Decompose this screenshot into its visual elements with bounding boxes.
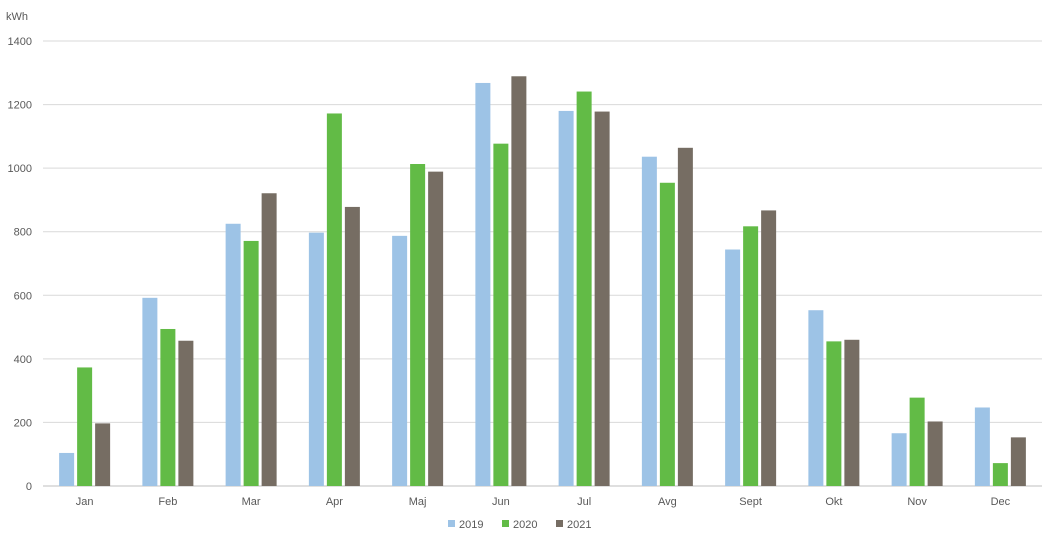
x-tick-label: Jan — [76, 496, 94, 508]
x-tick-label: Nov — [907, 496, 927, 508]
bar-2021-Maj — [428, 171, 444, 486]
bar-2020-Sept — [743, 226, 759, 486]
y-tick-label: 800 — [14, 227, 32, 239]
gridlines — [43, 40, 1042, 487]
y-tick-label: 200 — [14, 417, 32, 429]
x-tick-label: Maj — [409, 496, 427, 508]
x-tick-label: Jul — [577, 496, 591, 508]
y-tick-label: 600 — [14, 290, 32, 302]
bar-2019-Feb — [142, 297, 158, 486]
bar-2021-Dec — [1010, 437, 1026, 486]
bar-2020-Nov — [909, 397, 925, 486]
bar-2019-Jul — [558, 110, 574, 486]
bar-2019-Okt — [808, 310, 824, 486]
y-axis-ticks: 0 200 400 600 800 1000 1200 1400 — [8, 36, 32, 493]
bar-2021-Jul — [594, 111, 610, 487]
bar-2019-Maj — [392, 235, 408, 486]
bar-2021-Feb — [178, 340, 194, 486]
bar-2021-Jan — [95, 423, 111, 486]
bar-2021-Okt — [844, 339, 860, 486]
bar-2019-Apr — [308, 232, 324, 486]
bar-2021-Apr — [344, 206, 360, 486]
bar-2019-Nov — [891, 433, 907, 486]
y-axis-unit: kWh — [6, 11, 28, 23]
y-tick-label: 400 — [14, 354, 32, 366]
x-tick-label: Feb — [158, 496, 177, 508]
bar-2020-Feb — [160, 328, 176, 486]
bar-2021-Sept — [761, 210, 777, 487]
x-axis-ticks: Jan Feb Mar Apr Maj Jun Jul Avg Sept Okt Nov Dec — [76, 496, 1011, 508]
bar-2021-Mar — [261, 193, 277, 486]
bar-2020-Jul — [576, 91, 592, 487]
legend-swatch-2020 — [502, 520, 509, 527]
bar-2021-Avg — [677, 147, 693, 487]
bar-2020-Jan — [77, 367, 93, 486]
bar-2020-Dec — [992, 463, 1008, 486]
bar-2019-Jun — [475, 82, 491, 486]
x-tick-label: Apr — [326, 496, 343, 508]
bar-2019-Jan — [59, 452, 75, 486]
bar-2020-Okt — [826, 341, 842, 486]
x-tick-label: Avg — [658, 496, 677, 508]
y-tick-label: 0 — [26, 481, 32, 493]
legend: 2019 2020 2021 — [448, 519, 591, 531]
bar-2020-Jun — [493, 143, 509, 487]
legend-label: 2019 — [459, 519, 483, 531]
bars — [59, 76, 1026, 487]
legend-swatch-2019 — [448, 520, 455, 527]
bar-2019-Sept — [725, 249, 741, 486]
bar-2021-Nov — [927, 421, 943, 486]
bar-2019-Dec — [974, 407, 990, 486]
bar-2020-Mar — [243, 240, 259, 486]
x-tick-label: Okt — [825, 496, 842, 508]
y-tick-label: 1000 — [8, 163, 32, 175]
bar-2020-Maj — [410, 164, 426, 486]
x-tick-label: Sept — [739, 496, 762, 508]
bar-2020-Apr — [326, 113, 342, 486]
y-tick-label: 1200 — [8, 100, 32, 112]
legend-swatch-2021 — [556, 520, 563, 527]
legend-label: 2020 — [513, 519, 537, 531]
bar-2021-Jun — [511, 76, 527, 487]
bar-2020-Avg — [659, 182, 675, 486]
x-tick-label: Dec — [991, 496, 1011, 508]
legend-label: 2021 — [567, 519, 591, 531]
y-tick-label: 1400 — [8, 36, 32, 48]
bar-2019-Mar — [225, 223, 241, 486]
bar-2019-Avg — [641, 156, 657, 486]
x-tick-label: Mar — [242, 496, 261, 508]
x-tick-label: Jun — [492, 496, 510, 508]
